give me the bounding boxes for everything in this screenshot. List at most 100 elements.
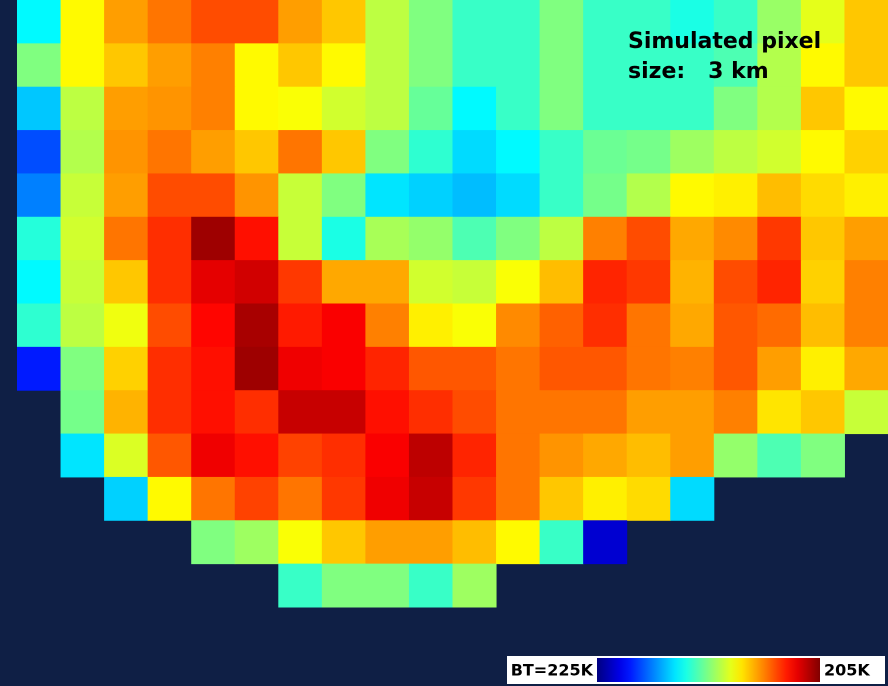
cell bbox=[17, 87, 61, 131]
cell bbox=[17, 347, 61, 391]
cell bbox=[757, 304, 801, 348]
cell bbox=[365, 564, 409, 608]
cell bbox=[409, 477, 453, 521]
cell bbox=[365, 347, 409, 391]
cell bbox=[235, 217, 279, 261]
cell bbox=[453, 304, 497, 348]
cell bbox=[453, 0, 497, 44]
cell bbox=[670, 304, 714, 348]
cell bbox=[61, 130, 105, 174]
cell bbox=[844, 304, 888, 348]
cell bbox=[583, 217, 627, 261]
cell bbox=[540, 520, 584, 564]
cell bbox=[191, 87, 235, 131]
cell bbox=[278, 87, 322, 131]
cell bbox=[453, 477, 497, 521]
cell bbox=[453, 130, 497, 174]
cell bbox=[496, 260, 540, 304]
cell bbox=[453, 173, 497, 217]
cell bbox=[801, 217, 845, 261]
cell bbox=[278, 520, 322, 564]
cell bbox=[235, 520, 279, 564]
cell bbox=[714, 347, 758, 391]
cell bbox=[322, 564, 366, 608]
cell bbox=[104, 217, 148, 261]
cell bbox=[453, 390, 497, 434]
cell bbox=[540, 173, 584, 217]
cell bbox=[17, 0, 61, 44]
cell bbox=[801, 173, 845, 217]
cell bbox=[844, 0, 888, 44]
cell bbox=[17, 130, 61, 174]
cell bbox=[714, 390, 758, 434]
cell bbox=[191, 347, 235, 391]
cell bbox=[714, 217, 758, 261]
colorbar-label: 205K bbox=[824, 661, 870, 680]
cell bbox=[627, 434, 671, 478]
cell bbox=[409, 0, 453, 44]
cell bbox=[17, 260, 61, 304]
cell bbox=[844, 217, 888, 261]
cell bbox=[409, 43, 453, 87]
cell bbox=[409, 520, 453, 564]
cell bbox=[104, 390, 148, 434]
cell bbox=[148, 477, 192, 521]
cell bbox=[627, 173, 671, 217]
cell bbox=[235, 43, 279, 87]
annotation: size: 3 km bbox=[628, 59, 769, 84]
cell bbox=[235, 87, 279, 131]
cell bbox=[496, 87, 540, 131]
cell bbox=[409, 260, 453, 304]
cell bbox=[61, 217, 105, 261]
cell bbox=[278, 173, 322, 217]
cell bbox=[104, 477, 148, 521]
cell bbox=[61, 434, 105, 478]
cell bbox=[496, 173, 540, 217]
cell bbox=[540, 0, 584, 44]
cell bbox=[757, 347, 801, 391]
cell bbox=[540, 87, 584, 131]
cell bbox=[496, 477, 540, 521]
cell bbox=[104, 260, 148, 304]
cell bbox=[583, 434, 627, 478]
cell bbox=[670, 347, 714, 391]
cell bbox=[61, 173, 105, 217]
cell bbox=[365, 130, 409, 174]
cell bbox=[757, 260, 801, 304]
cell bbox=[801, 304, 845, 348]
cell bbox=[191, 173, 235, 217]
cell bbox=[801, 347, 845, 391]
cell bbox=[496, 0, 540, 44]
annotation: Simulated pixel bbox=[628, 29, 821, 54]
cell bbox=[148, 43, 192, 87]
cell bbox=[235, 173, 279, 217]
cell bbox=[409, 130, 453, 174]
cell bbox=[496, 347, 540, 391]
cell bbox=[757, 434, 801, 478]
cell bbox=[583, 520, 627, 564]
cell bbox=[191, 260, 235, 304]
cell bbox=[322, 87, 366, 131]
cell bbox=[409, 87, 453, 131]
cell bbox=[540, 217, 584, 261]
cell bbox=[453, 87, 497, 131]
cell bbox=[453, 434, 497, 478]
cell bbox=[322, 0, 366, 44]
cell bbox=[496, 390, 540, 434]
cell bbox=[191, 390, 235, 434]
cell bbox=[191, 304, 235, 348]
cell bbox=[540, 260, 584, 304]
cell bbox=[714, 173, 758, 217]
cell bbox=[714, 434, 758, 478]
cell bbox=[670, 390, 714, 434]
cell bbox=[365, 477, 409, 521]
cell bbox=[104, 87, 148, 131]
cell bbox=[61, 304, 105, 348]
cell bbox=[453, 217, 497, 261]
cell bbox=[191, 43, 235, 87]
cell bbox=[627, 477, 671, 521]
cell bbox=[844, 173, 888, 217]
cell bbox=[583, 477, 627, 521]
cell bbox=[365, 0, 409, 44]
cell bbox=[670, 434, 714, 478]
